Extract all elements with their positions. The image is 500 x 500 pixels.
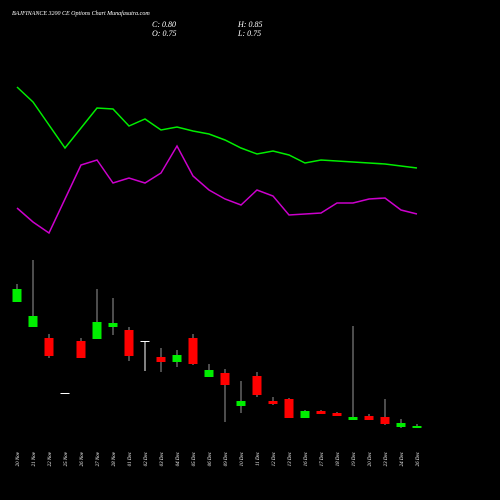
x-tick-label: 17 Dec	[320, 451, 325, 466]
candle-body	[44, 338, 54, 356]
x-tick-label: 16 Dec	[304, 451, 309, 466]
candle-body	[108, 323, 118, 327]
x-tick-label: 03 Dec	[160, 451, 165, 466]
x-tick-label: 26 Nov	[80, 451, 85, 466]
candle-body	[300, 411, 310, 418]
info-high: H: 0.85	[237, 20, 262, 29]
candle-body	[172, 355, 182, 362]
candle-body	[28, 316, 38, 327]
candle-body	[252, 376, 262, 395]
x-tick-label: 05 Dec	[192, 451, 197, 466]
candle-body	[348, 417, 358, 420]
x-tick-label: 12 Dec	[272, 451, 277, 466]
x-tick-label: 18 Dec	[336, 451, 341, 466]
x-tick-label: 01 Dec	[128, 451, 133, 466]
candle-body	[140, 341, 150, 342]
candle-body	[284, 399, 294, 418]
candle-body	[188, 338, 198, 364]
info-close: C: 0.80	[152, 20, 176, 29]
candle-body	[156, 357, 166, 362]
x-tick-label: 21 Nov	[32, 451, 37, 466]
x-tick-label: 27 Nov	[96, 451, 101, 466]
candle-body	[364, 416, 374, 420]
x-tick-label: 02 Dec	[144, 451, 149, 466]
candle-body	[236, 401, 246, 406]
info-low: L: 0.75	[237, 29, 261, 38]
candle-body	[204, 370, 214, 377]
x-tick-label: 28 Nov	[112, 451, 117, 466]
candle-body	[60, 393, 70, 394]
candle-body	[220, 373, 230, 385]
candle-body	[332, 413, 342, 416]
indicator-line	[16, 86, 418, 169]
candle-body	[380, 417, 390, 424]
x-tick-label: 13 Dec	[288, 451, 293, 466]
candle-body	[268, 401, 278, 404]
candle-body	[412, 426, 422, 428]
x-tick-label: 09 Dec	[224, 451, 229, 466]
candle-body	[316, 411, 326, 414]
x-tick-label: 19 Dec	[352, 451, 357, 466]
candle-body	[12, 289, 22, 302]
chart-title: BAJFINANCE 3200 CE Options Chart Munafas…	[12, 10, 150, 17]
indicator-line	[16, 144, 418, 235]
candle-body	[76, 341, 86, 358]
candle-body	[92, 322, 102, 339]
x-tick-label: 23 Dec	[384, 451, 389, 466]
info-open: O: 0.75	[152, 29, 176, 38]
x-tick-label: 10 Dec	[240, 451, 245, 466]
x-tick-label: 20 Nov	[16, 451, 21, 466]
x-tick-label: 06 Dec	[208, 451, 213, 466]
x-tick-label: 04 Dec	[176, 451, 181, 466]
candle-body	[124, 330, 134, 356]
x-tick-label: 24 Dec	[400, 451, 405, 466]
candle-body	[396, 423, 406, 427]
x-tick-label: 20 Dec	[368, 451, 373, 466]
x-tick-label: 11 Dec	[256, 451, 261, 466]
x-tick-label: 26 Dec	[416, 451, 421, 466]
x-tick-label: 25 Nov	[64, 451, 69, 466]
x-tick-label: 22 Nov	[48, 451, 53, 466]
